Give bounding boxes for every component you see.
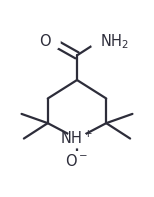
Circle shape bbox=[68, 129, 86, 148]
Text: O$^-$: O$^-$ bbox=[65, 153, 89, 169]
Circle shape bbox=[42, 32, 60, 51]
Circle shape bbox=[68, 152, 86, 170]
Circle shape bbox=[91, 32, 109, 51]
Text: NH$^+$: NH$^+$ bbox=[60, 130, 94, 147]
Text: O: O bbox=[39, 34, 51, 49]
Text: NH$_2$: NH$_2$ bbox=[100, 32, 129, 51]
